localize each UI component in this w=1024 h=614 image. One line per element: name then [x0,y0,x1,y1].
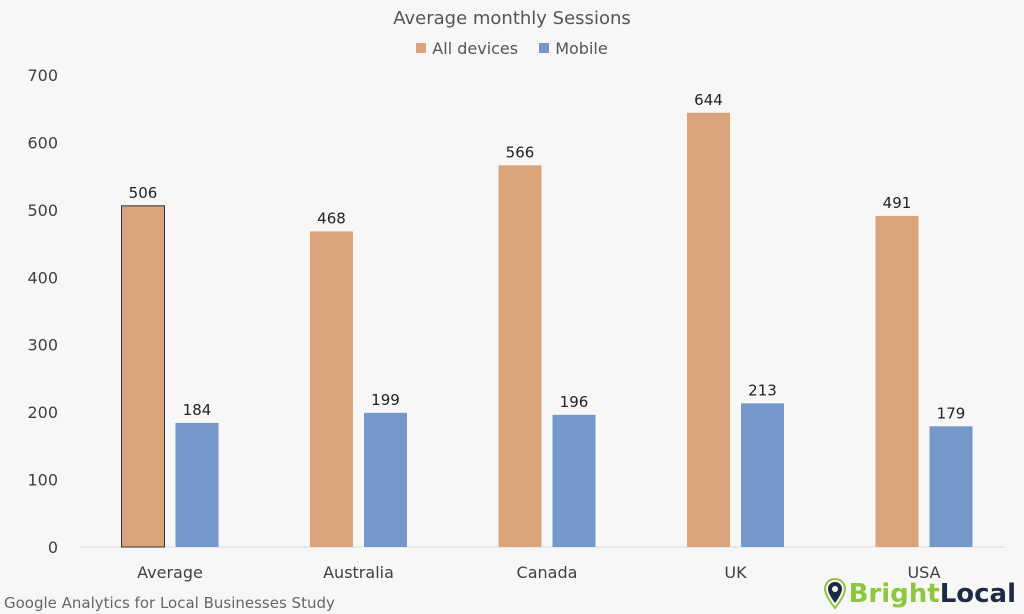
data-label: 468 [317,209,346,227]
x-tick-label: UK [724,563,747,582]
brightlocal-logo: Bright Local [823,578,1016,610]
chart-title: Average monthly Sessions [393,8,631,29]
data-label: 566 [506,143,535,161]
logo-text-local: Local [939,579,1016,609]
data-label: 179 [937,404,966,422]
legend-swatch-all-devices [416,43,427,53]
y-tick-label: 600 [27,133,58,152]
legend-label: Mobile [555,38,608,58]
data-label: 491 [883,194,912,212]
data-label: 196 [560,393,589,411]
footer-source: Google Analytics for Local Businesses St… [4,594,335,612]
y-tick-label: 0 [48,538,58,557]
y-tick-label: 300 [27,336,58,355]
y-tick-label: 700 [27,66,58,85]
data-label: 644 [694,91,723,109]
bar-all-devices [498,165,542,547]
x-tick-label: Australia [323,563,394,582]
y-tick-label: 100 [27,471,58,490]
legend-item-all-devices: All devices [416,39,518,58]
logo-text-bright: Bright [848,579,940,609]
location-pin-icon [823,578,846,610]
bar-all-devices [121,205,165,548]
bar-mobile [175,422,219,547]
bar-all-devices [687,112,730,547]
bar-mobile [364,412,407,547]
y-tick-label: 200 [27,403,58,422]
legend: All devices Mobile [0,38,1024,58]
bar-all-devices [310,231,353,548]
data-label: 184 [183,401,212,419]
data-label: 506 [129,184,158,202]
bar-mobile [929,426,973,547]
data-label: 213 [748,381,777,399]
y-tick-label: 400 [27,268,58,287]
data-label: 199 [371,391,400,409]
legend-item-mobile: Mobile [539,38,608,58]
legend-label: All devices [432,38,519,58]
bar-mobile [552,414,596,547]
x-tick-label: Canada [517,563,578,582]
y-tick-label: 500 [27,201,58,220]
legend-swatch-mobile [539,43,550,53]
x-tick-label: USA [907,563,940,582]
x-tick-label: Average [137,563,203,582]
bar-mobile [741,403,784,547]
bar-all-devices [875,215,919,547]
